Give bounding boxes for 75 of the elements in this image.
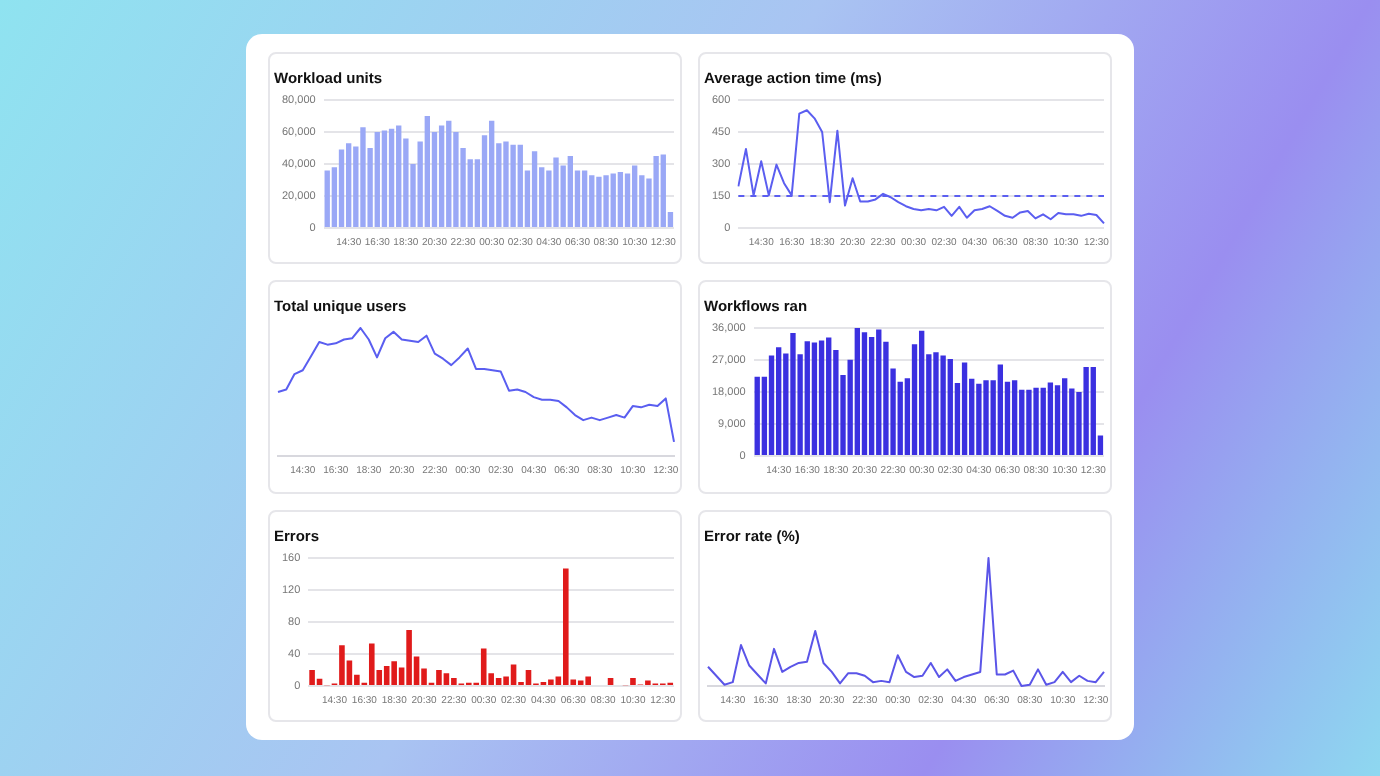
bar bbox=[997, 365, 1004, 456]
bar bbox=[396, 125, 402, 227]
bar bbox=[436, 669, 442, 685]
bar bbox=[451, 677, 457, 685]
bar bbox=[918, 331, 925, 456]
bar bbox=[531, 151, 538, 227]
bar bbox=[553, 157, 559, 227]
bar bbox=[1011, 380, 1018, 456]
bar bbox=[438, 125, 445, 227]
bar bbox=[510, 144, 516, 227]
bar bbox=[577, 679, 584, 685]
bar bbox=[548, 678, 554, 685]
bar bbox=[1026, 390, 1032, 456]
bar bbox=[488, 120, 495, 227]
bar bbox=[585, 675, 591, 685]
bar bbox=[861, 332, 868, 456]
bar bbox=[804, 341, 810, 456]
bar bbox=[775, 347, 782, 456]
bar bbox=[617, 172, 624, 227]
bar bbox=[324, 170, 330, 227]
bar bbox=[826, 338, 832, 456]
bar bbox=[645, 679, 651, 685]
bar bbox=[374, 132, 380, 227]
bar bbox=[480, 647, 487, 685]
bar bbox=[495, 677, 502, 685]
bar bbox=[961, 363, 968, 456]
bar bbox=[1054, 385, 1061, 456]
bar bbox=[567, 156, 574, 227]
bar bbox=[653, 156, 659, 227]
bar bbox=[383, 665, 390, 685]
bar bbox=[818, 341, 825, 456]
bar bbox=[1040, 388, 1046, 456]
bar bbox=[589, 175, 595, 227]
bar bbox=[596, 176, 602, 227]
bar bbox=[940, 356, 946, 456]
bar bbox=[391, 660, 397, 685]
bar bbox=[854, 328, 860, 456]
bar bbox=[563, 567, 569, 685]
bar bbox=[388, 128, 395, 227]
bar bbox=[607, 677, 614, 685]
bar bbox=[510, 663, 517, 685]
bar bbox=[517, 144, 523, 227]
bar bbox=[309, 669, 315, 685]
bar bbox=[1090, 367, 1096, 456]
bar bbox=[446, 120, 452, 227]
bar bbox=[811, 343, 818, 456]
bar bbox=[424, 116, 430, 227]
bar bbox=[603, 175, 609, 227]
bar bbox=[360, 127, 366, 227]
bar bbox=[660, 154, 666, 227]
bar bbox=[1061, 378, 1068, 456]
bar bbox=[630, 677, 636, 685]
bar bbox=[754, 377, 760, 456]
bar bbox=[381, 130, 388, 227]
bar bbox=[624, 173, 631, 227]
bar bbox=[868, 337, 875, 456]
bar bbox=[581, 170, 588, 227]
bar bbox=[933, 352, 939, 456]
bar bbox=[345, 143, 352, 227]
bar bbox=[1033, 388, 1039, 456]
bar bbox=[503, 141, 509, 227]
bar bbox=[406, 629, 412, 685]
bar bbox=[1083, 367, 1089, 456]
bar bbox=[368, 642, 375, 685]
bar bbox=[338, 149, 345, 227]
bar bbox=[790, 333, 796, 456]
bar bbox=[610, 173, 616, 227]
bar bbox=[947, 359, 953, 456]
bar bbox=[1047, 383, 1054, 456]
bar bbox=[339, 644, 345, 685]
bar bbox=[983, 380, 989, 456]
bar bbox=[631, 165, 638, 227]
bar bbox=[443, 672, 450, 685]
bar bbox=[876, 330, 882, 456]
bar bbox=[976, 384, 982, 456]
